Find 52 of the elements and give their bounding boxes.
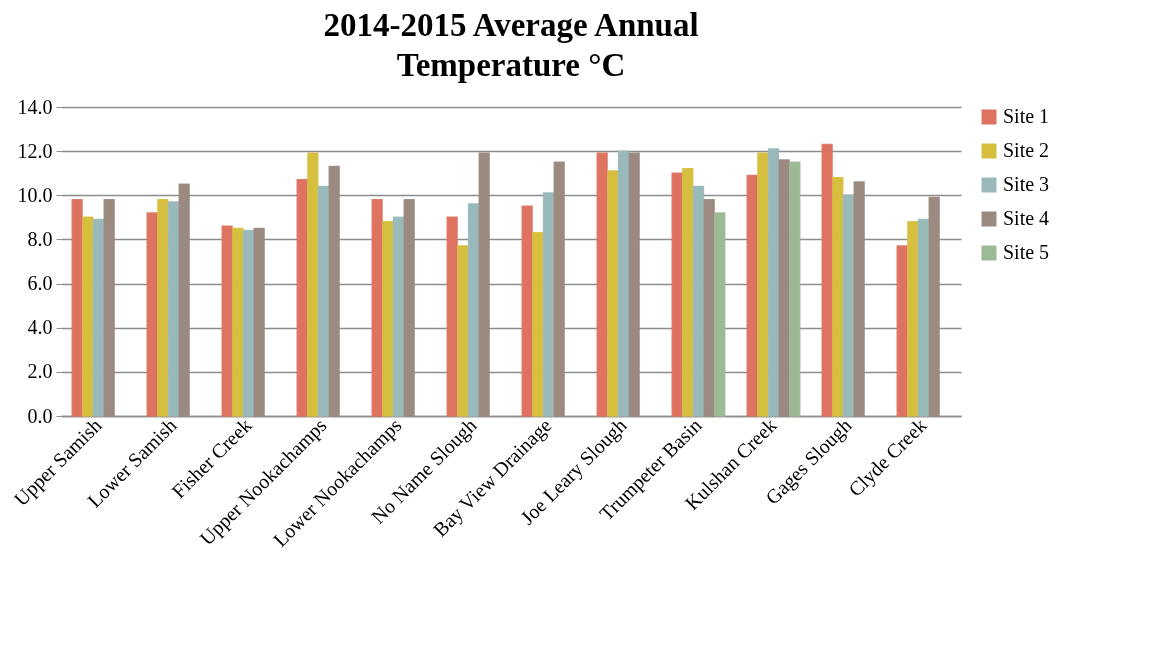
y-tick-label: 14.0 (17, 95, 53, 118)
bar (553, 161, 565, 417)
bar (617, 150, 630, 417)
legend-label: Site 4 (1003, 207, 1050, 229)
bar (328, 165, 340, 417)
bar (917, 218, 930, 417)
bar (242, 229, 255, 417)
bar (103, 198, 115, 417)
bar (767, 148, 780, 417)
bar (907, 221, 919, 417)
bar (789, 161, 801, 417)
y-tick-label: 10.0 (17, 183, 53, 206)
bar (832, 176, 844, 417)
y-tick-label: 6.0 (27, 272, 53, 295)
legend-label: Site 3 (1003, 173, 1050, 195)
bar (757, 152, 769, 417)
bar (253, 227, 265, 417)
bar (467, 203, 480, 417)
y-tick-label: 4.0 (27, 316, 53, 339)
y-tick-label: 0.0 (27, 404, 53, 427)
bar (232, 227, 244, 417)
bar (382, 221, 394, 417)
bar (403, 198, 415, 417)
bar (157, 198, 169, 417)
bar (457, 245, 469, 417)
bar (821, 143, 833, 417)
y-tick-label: 2.0 (27, 360, 53, 383)
legend-label: Site 2 (1003, 139, 1050, 161)
bar (842, 194, 855, 417)
bar (478, 152, 490, 417)
y-tick-label: 12.0 (17, 139, 53, 162)
bar (317, 185, 330, 417)
bar (853, 181, 865, 417)
bar (392, 216, 405, 417)
legend-label: Site 1 (1003, 105, 1050, 127)
y-tick-label: 8.0 (27, 227, 53, 250)
bar (92, 218, 105, 417)
legend-label: Site 5 (1003, 241, 1050, 263)
bar (692, 185, 705, 417)
bar (307, 152, 319, 417)
bar (542, 192, 555, 417)
bar (628, 152, 640, 417)
bar (446, 216, 458, 417)
bar (178, 183, 190, 417)
bar (714, 212, 726, 417)
chart-title: 2014-2015 Average Annual Temperature °C (323, 7, 699, 83)
bar (82, 216, 94, 417)
bar (167, 201, 180, 417)
bar (607, 170, 619, 417)
bar (682, 168, 694, 417)
bar (928, 196, 940, 417)
bar (532, 232, 544, 417)
